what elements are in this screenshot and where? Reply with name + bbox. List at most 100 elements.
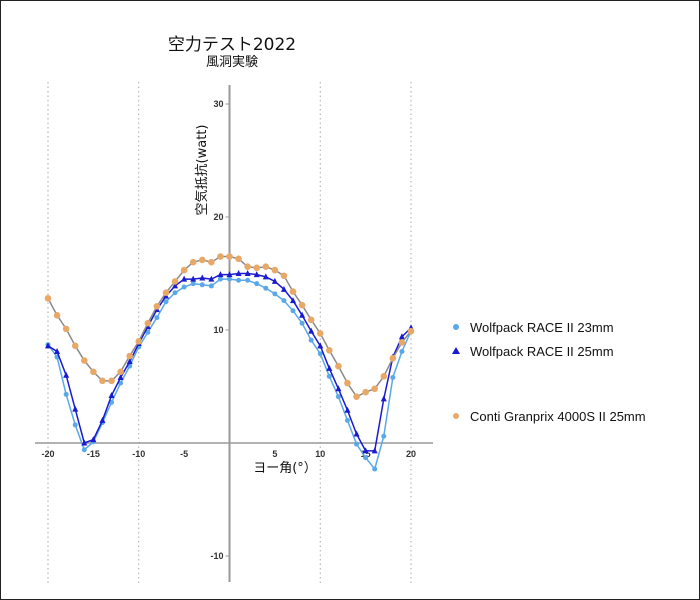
x-tick-label: -5 bbox=[180, 449, 188, 459]
data-point bbox=[135, 338, 143, 345]
x-tick-label: 5 bbox=[272, 449, 277, 459]
data-point bbox=[372, 466, 378, 472]
data-point bbox=[90, 436, 97, 443]
series-3 bbox=[44, 253, 415, 400]
legend-marker-circle-icon bbox=[453, 413, 459, 419]
data-point bbox=[253, 264, 261, 272]
data-point bbox=[244, 263, 251, 271]
data-point bbox=[363, 455, 369, 461]
legend-label: Wolfpack RACE II 25mm bbox=[470, 344, 614, 359]
data-point bbox=[190, 281, 196, 287]
data-point bbox=[153, 302, 161, 310]
data-point bbox=[181, 275, 188, 282]
x-tick-label: 10 bbox=[315, 449, 325, 459]
data-point bbox=[362, 447, 369, 454]
data-point bbox=[126, 352, 133, 360]
data-point bbox=[72, 422, 78, 428]
data-point bbox=[236, 277, 242, 283]
y-tick-label: 20 bbox=[213, 212, 223, 222]
data-point bbox=[280, 285, 287, 292]
data-point bbox=[371, 385, 379, 393]
data-point bbox=[326, 347, 333, 354]
data-point bbox=[254, 281, 260, 287]
x-axis-label: ヨー角(°） bbox=[253, 461, 317, 476]
data-point bbox=[399, 348, 405, 354]
data-point bbox=[217, 276, 223, 282]
legend: Wolfpack RACE II 23mm Wolfpack RACE II 25… bbox=[452, 320, 646, 424]
y-tick-label: 10 bbox=[213, 325, 223, 335]
data-point bbox=[154, 315, 160, 321]
y-tick-label: -10 bbox=[210, 551, 223, 561]
data-point bbox=[407, 327, 415, 335]
data-point bbox=[81, 439, 88, 446]
data-point bbox=[326, 364, 333, 371]
data-point bbox=[118, 380, 124, 386]
data-point bbox=[253, 271, 260, 278]
data-point bbox=[335, 362, 342, 370]
data-point bbox=[353, 393, 360, 400]
data-point bbox=[316, 330, 324, 337]
data-point bbox=[362, 388, 369, 396]
data-point bbox=[63, 371, 70, 378]
data-point bbox=[398, 333, 405, 340]
data-point bbox=[81, 357, 88, 364]
data-point bbox=[227, 276, 232, 282]
data-point bbox=[63, 391, 69, 397]
data-point bbox=[54, 347, 61, 354]
x-tick-label: -10 bbox=[132, 449, 145, 459]
data-point bbox=[381, 433, 387, 439]
data-point bbox=[317, 351, 323, 357]
data-point bbox=[99, 416, 106, 423]
data-point bbox=[290, 297, 297, 304]
data-point bbox=[344, 417, 350, 423]
data-point bbox=[108, 392, 115, 399]
data-point bbox=[398, 339, 406, 346]
data-point bbox=[235, 255, 242, 263]
data-point bbox=[298, 301, 306, 309]
data-point bbox=[272, 291, 278, 297]
legend-label: Wolfpack RACE II 23mm bbox=[470, 320, 614, 335]
data-point bbox=[290, 308, 296, 314]
data-point bbox=[271, 266, 279, 274]
data-point bbox=[45, 342, 51, 349]
data-point bbox=[217, 253, 224, 260]
data-point bbox=[308, 327, 315, 334]
data-point bbox=[317, 342, 324, 349]
chart-subtitle: 風洞実験 bbox=[206, 54, 258, 70]
data-point bbox=[208, 275, 215, 282]
data-point bbox=[81, 447, 87, 453]
data-point bbox=[280, 272, 288, 280]
data-point bbox=[62, 325, 70, 333]
data-point bbox=[226, 271, 233, 278]
y-tick-label: 30 bbox=[213, 99, 223, 109]
data-point bbox=[307, 316, 315, 324]
data-point bbox=[180, 266, 188, 274]
data-point bbox=[344, 379, 351, 387]
data-point bbox=[163, 299, 169, 305]
data-point bbox=[262, 273, 269, 280]
data-point bbox=[199, 282, 205, 288]
data-point bbox=[245, 277, 251, 283]
x-tick-label: -20 bbox=[41, 449, 54, 459]
data-point bbox=[335, 385, 342, 392]
data-point bbox=[53, 312, 61, 319]
x-tick-label: 20 bbox=[406, 449, 416, 459]
data-point bbox=[380, 395, 387, 402]
series-2 bbox=[45, 270, 414, 454]
data-point bbox=[262, 263, 270, 271]
x-tick-label: -15 bbox=[87, 449, 100, 459]
data-point bbox=[226, 253, 233, 260]
data-point bbox=[326, 373, 332, 379]
data-point bbox=[217, 271, 224, 278]
legend-marker-triangle-icon bbox=[452, 347, 460, 354]
grid-lines bbox=[47, 82, 412, 585]
data-point bbox=[354, 441, 360, 447]
data-point bbox=[208, 258, 215, 266]
data-point bbox=[299, 311, 306, 318]
legend-marker-circle-icon bbox=[453, 324, 459, 330]
data-point bbox=[299, 320, 305, 326]
legend-label: Conti Granprix 4000S II 25mm bbox=[470, 409, 646, 424]
data-point bbox=[108, 377, 115, 385]
data-point bbox=[390, 374, 396, 380]
